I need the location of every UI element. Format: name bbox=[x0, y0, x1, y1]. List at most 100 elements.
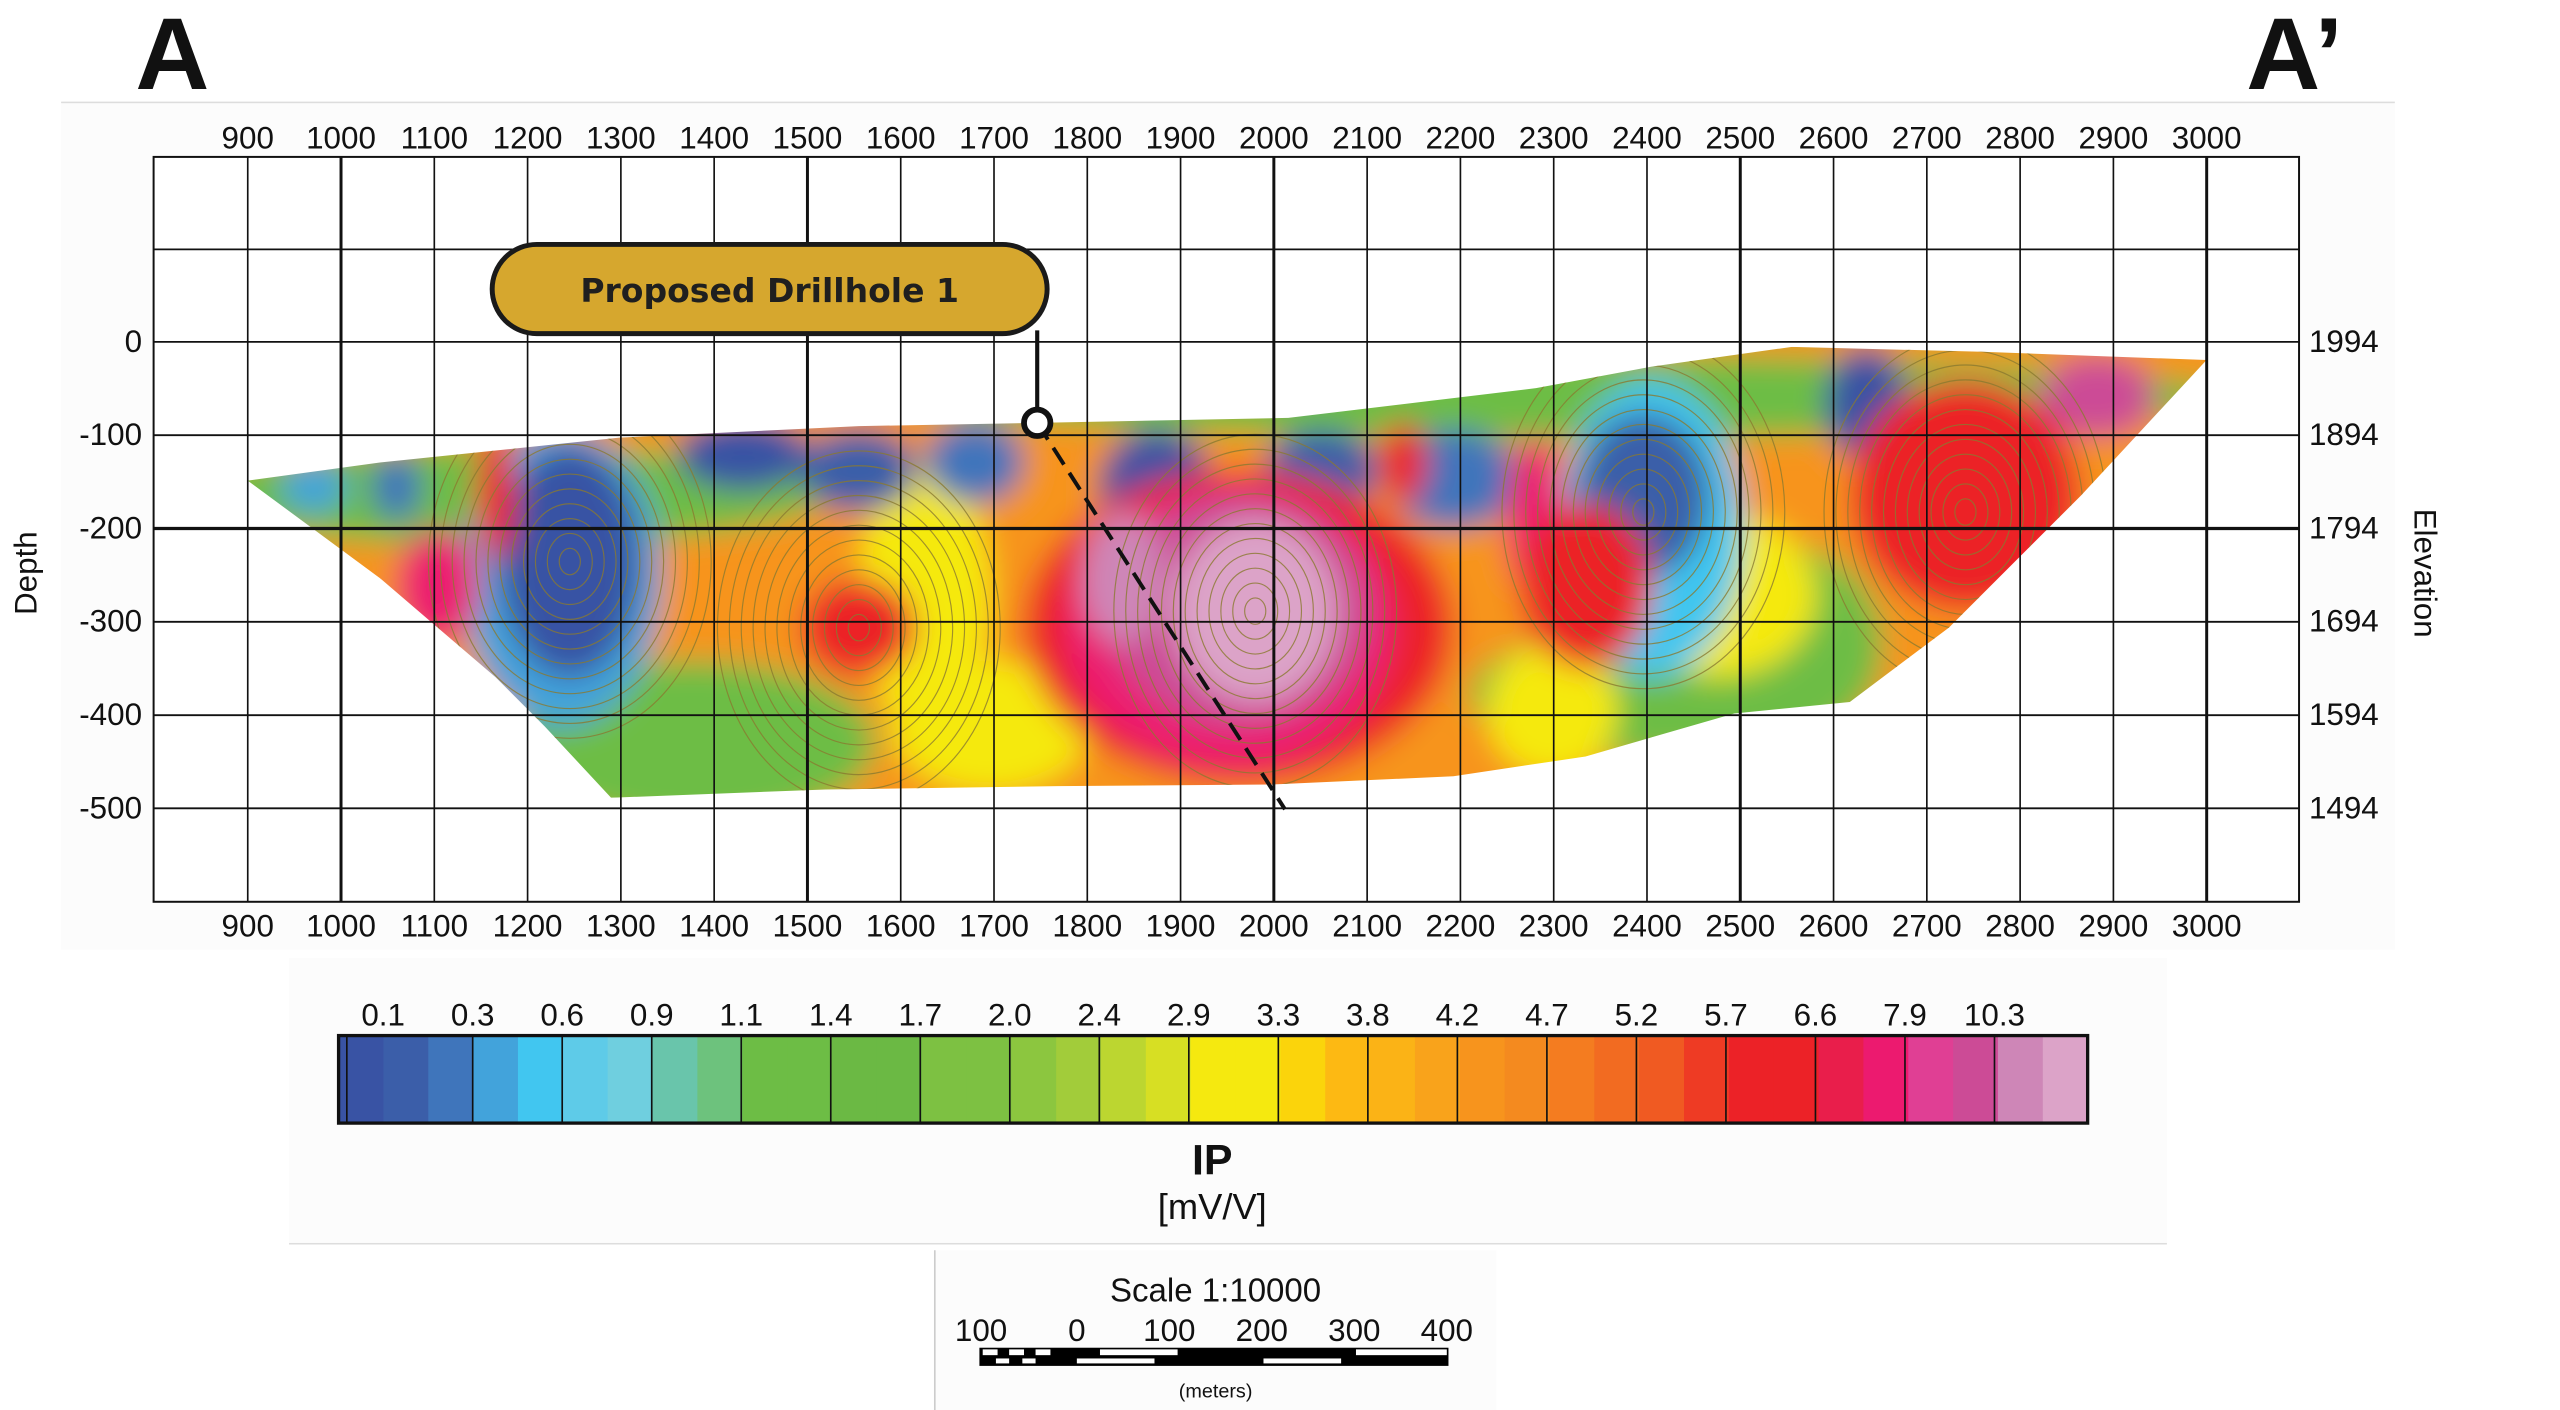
depth-axis-title: Depth bbox=[8, 531, 43, 615]
x-tick-label: 2800 bbox=[1985, 121, 2055, 156]
colorbar-tick-label: 7.9 bbox=[1883, 998, 1927, 1033]
colorbar-swatch bbox=[607, 1035, 654, 1124]
elevation-tick-label: 1494 bbox=[2309, 790, 2379, 825]
x-tick-label: 3000 bbox=[2172, 908, 2242, 943]
colorbar-tick-labels: 0.1 0.3 0.6 0.9 1.1 1.4 1.7 2.0 2.4 2.9 3.3 3.8 4.2 4… bbox=[361, 998, 2025, 1033]
x-tick-label: 1900 bbox=[1146, 121, 1216, 156]
x-tick-label: 1400 bbox=[679, 908, 749, 943]
colorbar-tick-label: 2.0 bbox=[988, 998, 1032, 1033]
legend-units: [mV/V] bbox=[1158, 1186, 1267, 1227]
colorbar-swatch bbox=[1145, 1035, 1192, 1124]
scale-bar-labels: 100 0 100 200 300 400 bbox=[955, 1313, 1473, 1348]
colorbar-tick-label: 1.4 bbox=[809, 998, 853, 1033]
colorbar-swatch bbox=[1325, 1035, 1371, 1124]
colorbar-tick-label: 5.7 bbox=[1704, 998, 1748, 1033]
drillhole-trace bbox=[1035, 421, 1287, 811]
x-tick-label: 2100 bbox=[1332, 121, 1402, 156]
x-tick-label: 1500 bbox=[773, 121, 843, 156]
colorbar-swatch bbox=[787, 1035, 833, 1124]
x-axis-top: 900 1000 1100 1200 1300 1400 1500 1600 1700 1800 1… bbox=[222, 121, 2242, 156]
x-tick-label: 2400 bbox=[1612, 908, 1682, 943]
x-tick-label: 2600 bbox=[1799, 908, 1869, 943]
scale-tick-label: 100 bbox=[1143, 1313, 1195, 1348]
colorbar-tick-label: 2.9 bbox=[1167, 998, 1211, 1033]
depth-tick-label: -400 bbox=[79, 697, 142, 732]
scale-tick-label: 100 bbox=[955, 1313, 1007, 1348]
colorbar-swatch bbox=[966, 1035, 1013, 1124]
colorbar-swatch bbox=[1370, 1035, 1416, 1124]
section-end-label: A’ bbox=[2246, 0, 2343, 111]
x-tick-label: 1800 bbox=[1052, 121, 1122, 156]
colorbar-swatch bbox=[1908, 1035, 1954, 1124]
scale-tick-label: 200 bbox=[1236, 1313, 1288, 1348]
x-tick-label: 1100 bbox=[401, 908, 468, 943]
colorbar-swatch bbox=[831, 1035, 878, 1124]
depth-tick-label: -300 bbox=[79, 604, 142, 639]
elevation-tick-label: 1994 bbox=[2309, 324, 2379, 359]
colorbar-swatch bbox=[2042, 1035, 2089, 1124]
elevation-tick-label: 1594 bbox=[2309, 697, 2379, 732]
section-start-label: A bbox=[135, 0, 209, 111]
x-tick-label: 2900 bbox=[2078, 121, 2148, 156]
x-tick-label: 1600 bbox=[866, 121, 936, 156]
x-tick-label: 2700 bbox=[1892, 908, 1962, 943]
elevation-axis-title: Elevation bbox=[2408, 509, 2443, 638]
depth-tick-label: -200 bbox=[79, 510, 142, 545]
x-tick-label: 1600 bbox=[866, 908, 936, 943]
x-tick-label: 2600 bbox=[1799, 121, 1869, 156]
colorbar-swatch bbox=[1684, 1035, 1730, 1124]
colorbar-swatch bbox=[383, 1035, 430, 1124]
colorbar-swatch bbox=[1280, 1035, 1327, 1124]
x-tick-label: 1300 bbox=[586, 908, 656, 943]
colorbar-swatch bbox=[1863, 1035, 1910, 1124]
x-tick-label: 1300 bbox=[586, 121, 656, 156]
x-axis-bottom: 900 1000 1100 1200 1300 1400 1500 1600 1700 1800 1… bbox=[222, 908, 2242, 943]
colorbar-tick-label: 2.4 bbox=[1078, 998, 1122, 1033]
colorbar-swatch bbox=[742, 1035, 788, 1124]
colorbar-swatch bbox=[697, 1035, 744, 1124]
proposed-drillhole-callout[interactable]: Proposed Drillhole 1 bbox=[489, 241, 1050, 337]
elevation-tick-label: 1794 bbox=[2309, 510, 2379, 545]
x-tick-label: 2200 bbox=[1426, 121, 1496, 156]
colorbar-swatch bbox=[921, 1035, 968, 1124]
drillhole-collar-marker[interactable] bbox=[1021, 406, 1054, 439]
colorbar-swatch bbox=[517, 1035, 564, 1124]
colorbar-tick-label: 0.6 bbox=[540, 998, 584, 1033]
grid-lines bbox=[153, 156, 2300, 902]
x-tick-label: 1500 bbox=[773, 908, 843, 943]
depth-tick-label: 0 bbox=[125, 324, 142, 359]
x-tick-label: 2500 bbox=[1705, 121, 1775, 156]
colorbar-tick-label: 3.3 bbox=[1257, 998, 1301, 1033]
colorbar-swatch bbox=[1953, 1035, 1999, 1124]
x-tick-label: 1000 bbox=[306, 121, 376, 156]
colorbar-swatch bbox=[1414, 1035, 1461, 1124]
x-tick-label: 2000 bbox=[1239, 908, 1309, 943]
colorbar-swatch bbox=[1997, 1035, 2044, 1124]
x-tick-label: 900 bbox=[222, 908, 274, 943]
colorbar-swatch bbox=[1100, 1035, 1147, 1124]
colorbar-swatch bbox=[1011, 1035, 1057, 1124]
x-tick-label: 1000 bbox=[306, 908, 376, 943]
callout-label: Proposed Drillhole 1 bbox=[580, 271, 959, 310]
colorbar-swatch bbox=[876, 1035, 923, 1124]
legend-title: IP bbox=[1192, 1136, 1233, 1184]
scale-title: Scale 1:10000 bbox=[1110, 1271, 1321, 1308]
elevation-tick-label: 1894 bbox=[2309, 417, 2379, 452]
x-tick-label: 2100 bbox=[1332, 908, 1402, 943]
colorbar-swatch bbox=[562, 1035, 609, 1124]
colorbar-tick-label: 0.1 bbox=[361, 998, 405, 1033]
colorbar-swatch bbox=[1056, 1035, 1102, 1124]
scale-tick-label: 400 bbox=[1421, 1313, 1473, 1348]
x-tick-label: 2800 bbox=[1985, 908, 2055, 943]
depth-tick-label: -500 bbox=[79, 790, 142, 825]
scale-tick-label: 300 bbox=[1328, 1313, 1380, 1348]
colorbar-swatch bbox=[1594, 1035, 1640, 1124]
colorbar-swatch bbox=[1818, 1035, 1865, 1124]
x-tick-label: 1900 bbox=[1146, 908, 1216, 943]
colorbar-tick-label: 1.1 bbox=[719, 998, 763, 1033]
depth-tick-label: -100 bbox=[79, 417, 142, 452]
scale-panel bbox=[934, 1250, 1497, 1410]
x-tick-label: 1800 bbox=[1052, 908, 1122, 943]
elevation-axis: 1994 1894 1794 1694 1594 1494 bbox=[2309, 324, 2379, 826]
